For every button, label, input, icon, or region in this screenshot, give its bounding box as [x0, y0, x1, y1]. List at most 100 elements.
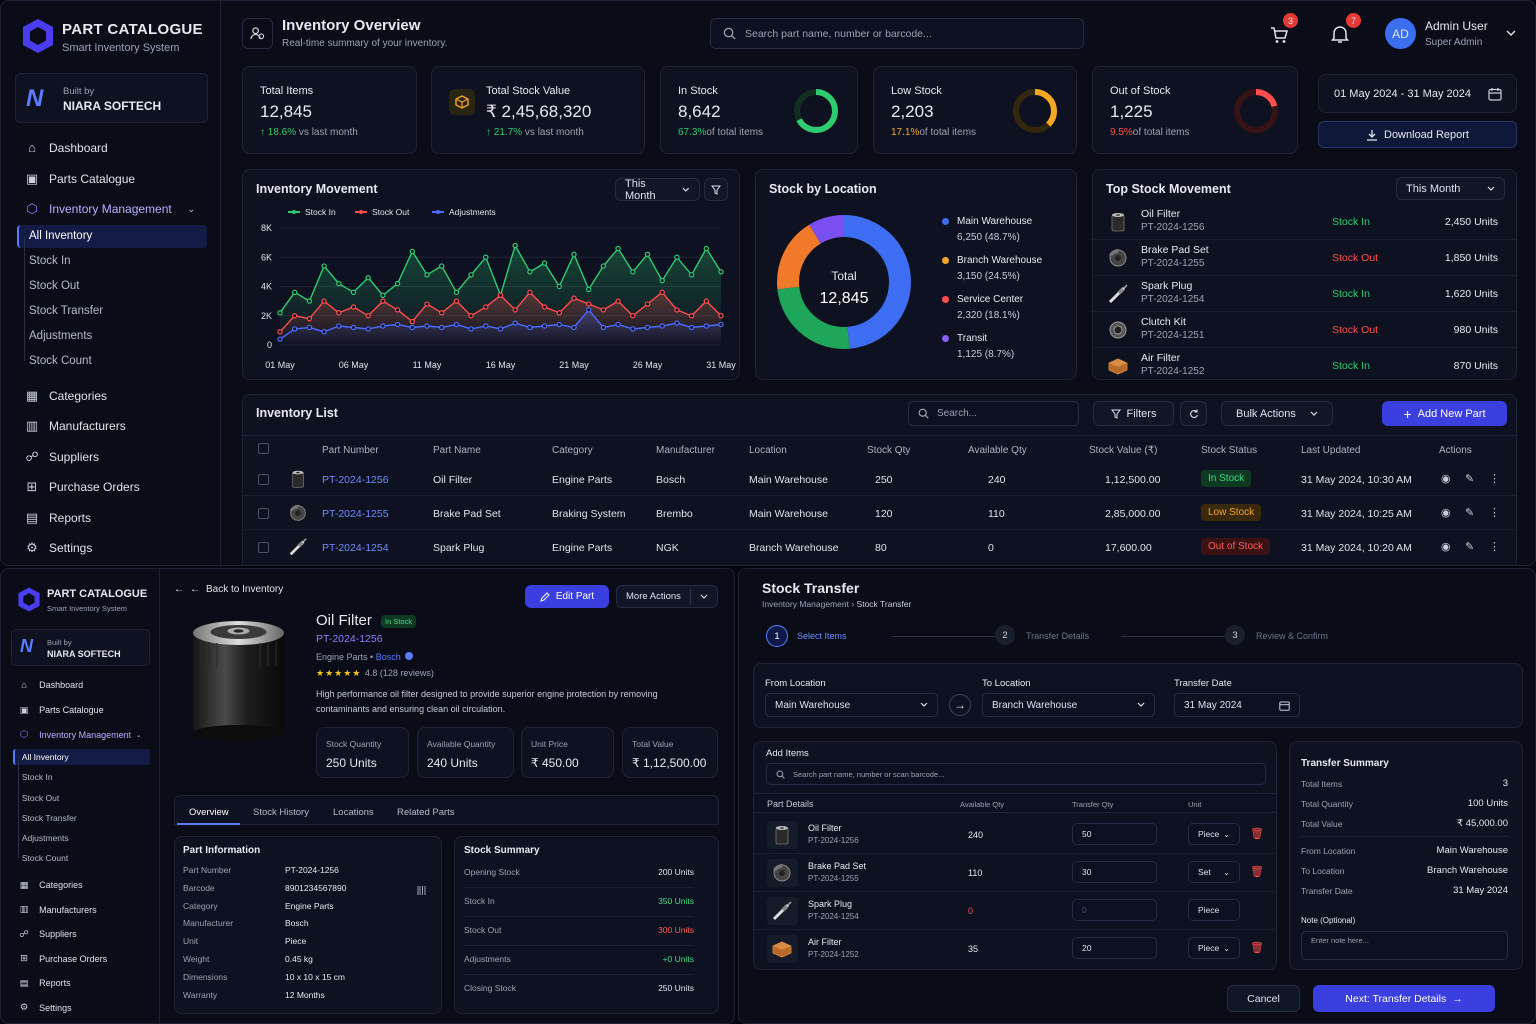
add-items-search-input[interactable]: Search part name, number or scan barcode… — [766, 763, 1266, 785]
unit-select[interactable]: Set ⌄ — [1188, 861, 1240, 883]
sidebar-item-purchase-orders[interactable]: ⊞ Purchase Orders — [25, 479, 205, 495]
column-header[interactable]: Available Qty — [968, 445, 1027, 456]
top-movement-row[interactable]: Air Filter PT-2024-1252 Stock In 870 Units — [1093, 350, 1518, 384]
step-label-transfer-details[interactable]: Transfer Details — [1026, 631, 1090, 641]
transfer-qty-input[interactable]: 50 — [1072, 823, 1157, 845]
sidebar-item-reports[interactable]: ▤ Reports — [25, 510, 205, 526]
column-header[interactable]: Stock Status — [1201, 445, 1258, 456]
top-movement-row[interactable]: Spark Plug PT-2024-1254 Stock In 1,620 Unit… — [1093, 278, 1518, 312]
refresh-button[interactable] — [1180, 401, 1207, 426]
step-label-review-&-confirm[interactable]: Review & Confirm — [1256, 631, 1329, 641]
cancel-button[interactable]: Cancel — [1227, 985, 1300, 1012]
sidebar-sub-all-inventory[interactable]: All Inventory — [21, 752, 69, 763]
user-menu[interactable]: AD Admin User Super Admin — [1385, 17, 1525, 51]
part-number-link[interactable]: PT-2024-1256 — [316, 633, 383, 645]
eye-icon[interactable]: ◉ — [1441, 541, 1451, 553]
column-header[interactable]: Location — [749, 445, 787, 456]
trash-icon[interactable]: 🗑 — [1250, 942, 1264, 954]
download-report-button[interactable]: Download Report — [1318, 121, 1517, 148]
sidebar-sub-stock-out[interactable]: Stock Out — [21, 792, 60, 803]
pencil-icon[interactable]: ✎ — [1465, 541, 1475, 553]
inventory-search-input[interactable]: Search... — [908, 401, 1079, 426]
sidebar-sub-stock-count[interactable]: Stock Count — [29, 354, 92, 367]
table-row[interactable]: PT-2024-1256 Oil Filter Engine Parts Bosch M… — [243, 462, 1518, 496]
notifications-button[interactable]: 7 — [1331, 13, 1361, 49]
row-checkbox[interactable] — [258, 542, 269, 553]
tab-related-parts[interactable]: Related Parts — [397, 807, 455, 818]
sidebar-sub-stock-in[interactable]: Stock In — [21, 772, 53, 783]
sidebar-item-reports[interactable]: ▤ Reports — [19, 978, 149, 989]
movement-filter-button[interactable] — [704, 178, 728, 201]
row-checkbox[interactable] — [258, 508, 269, 519]
part-manufacturer-link[interactable]: Bosch — [375, 652, 401, 662]
sidebar-item-dashboard[interactable]: ⌂ Dashboard — [19, 680, 149, 690]
part-number-link[interactable]: PT-2024-1256 — [322, 474, 389, 486]
edit-part-button[interactable]: Edit Part — [525, 585, 609, 608]
swap-arrow-icon[interactable]: → — [949, 694, 971, 716]
sidebar-item-inventory-management[interactable]: ⬡ Inventory Management ⌄ — [25, 201, 205, 217]
from-location-select[interactable]: Main Warehouse — [765, 693, 938, 717]
column-header[interactable]: Stock Qty — [867, 445, 911, 456]
trash-icon[interactable]: 🗑 — [1250, 828, 1264, 840]
transfer-qty-input[interactable]: 0 — [1072, 899, 1157, 921]
sidebar-sub-stock-transfer[interactable]: Stock Transfer — [29, 304, 104, 317]
unit-select[interactable]: Piece — [1188, 899, 1240, 921]
bulk-actions-button[interactable]: Bulk Actions — [1221, 401, 1333, 426]
transfer-qty-input[interactable]: 20 — [1072, 937, 1157, 959]
sidebar-item-inventory-management[interactable]: ⬡ Inventory Management ⌄ — [19, 729, 149, 740]
tab-stock-history[interactable]: Stock History — [253, 807, 309, 818]
sidebar-sub-stock-out[interactable]: Stock Out — [29, 279, 80, 292]
column-header[interactable]: Stock Value (₹) — [1089, 445, 1158, 456]
eye-icon[interactable]: ◉ — [1441, 507, 1451, 519]
cart-button[interactable]: 3 — [1269, 13, 1298, 49]
sidebar-item-purchase-orders[interactable]: ⊞ Purchase Orders — [19, 953, 149, 964]
row-checkbox[interactable] — [258, 474, 269, 485]
sidebar-item-manufacturers[interactable]: ▥ Manufacturers — [19, 904, 149, 915]
unit-select[interactable]: Piece ⌄ — [1188, 823, 1240, 845]
table-row[interactable]: PT-2024-1254 Spark Plug Engine Parts NGK Bra… — [243, 530, 1518, 564]
top-movement-row[interactable]: Oil Filter PT-2024-1256 Stock In 2,450 Unit… — [1093, 206, 1518, 240]
more-vertical-icon[interactable]: ⋮ — [1489, 507, 1500, 519]
back-to-inventory-link[interactable]: ← ← Back to Inventory — [174, 581, 283, 597]
more-actions-button[interactable]: More Actions — [616, 585, 718, 608]
trash-icon[interactable]: 🗑 — [1250, 866, 1264, 878]
sidebar-item-settings[interactable]: ⚙ Settings — [19, 1002, 149, 1013]
next-transfer-details-button[interactable]: Next: Transfer Details → — [1313, 985, 1495, 1012]
global-search[interactable]: Search part name, number or barcode... — [710, 18, 1084, 49]
transfer-date-input[interactable]: 31 May 2024 — [1174, 693, 1300, 717]
sidebar-sub-all-inventory[interactable]: All Inventory — [29, 229, 93, 242]
sidebar-sub-adjustments[interactable]: Adjustments — [29, 329, 93, 342]
to-location-select[interactable]: Branch Warehouse — [982, 693, 1155, 717]
breadcrumb-item[interactable]: Inventory Management — [762, 599, 849, 609]
date-range-picker[interactable]: 01 May 2024 - 31 May 2024 — [1318, 74, 1517, 113]
sidebar-item-categories[interactable]: ▦ Categories — [25, 388, 205, 404]
sidebar-item-manufacturers[interactable]: ▥ Manufacturers — [25, 418, 205, 434]
sidebar-item-parts-catalogue[interactable]: ▣ Parts Catalogue — [19, 705, 149, 716]
note-input[interactable]: Enter note here... — [1301, 931, 1508, 960]
sidebar-sub-stock-count[interactable]: Stock Count — [21, 853, 69, 864]
unit-select[interactable]: Piece ⌄ — [1188, 937, 1240, 959]
column-header[interactable]: Part Name — [433, 445, 481, 456]
transfer-qty-input[interactable]: 30 — [1072, 861, 1157, 883]
tab-locations[interactable]: Locations — [333, 807, 374, 818]
column-header[interactable]: Category — [552, 445, 593, 456]
more-vertical-icon[interactable]: ⋮ — [1489, 541, 1500, 553]
filters-button[interactable]: Filters — [1093, 401, 1174, 426]
sidebar-item-suppliers[interactable]: ☍ Suppliers — [25, 449, 205, 465]
top-movement-row[interactable]: Brake Pad Set PT-2024-1255 Stock Out 1,850 … — [1093, 242, 1518, 276]
column-header[interactable]: Part Number — [322, 445, 379, 456]
pencil-icon[interactable]: ✎ — [1465, 507, 1475, 519]
tab-overview[interactable]: Overview — [189, 807, 229, 818]
sidebar-item-dashboard[interactable]: ⌂ Dashboard — [25, 140, 205, 155]
select-all-checkbox[interactable] — [258, 443, 269, 454]
barcode-icon[interactable] — [417, 886, 427, 895]
sidebar-item-suppliers[interactable]: ☍ Suppliers — [19, 929, 149, 940]
sidebar-sub-stock-in[interactable]: Stock In — [29, 254, 71, 267]
sidebar-item-categories[interactable]: ▦ Categories — [19, 880, 149, 891]
sidebar-item-parts-catalogue[interactable]: ▣ Parts Catalogue — [25, 171, 205, 187]
top-movement-period-select[interactable]: This Month — [1396, 177, 1505, 200]
top-movement-row[interactable]: Clutch Kit PT-2024-1251 Stock Out 980 Units — [1093, 314, 1518, 348]
sidebar-sub-stock-transfer[interactable]: Stock Transfer — [21, 812, 77, 823]
movement-period-select[interactable]: This Month — [615, 178, 700, 202]
sidebar-sub-adjustments[interactable]: Adjustments — [21, 833, 69, 844]
